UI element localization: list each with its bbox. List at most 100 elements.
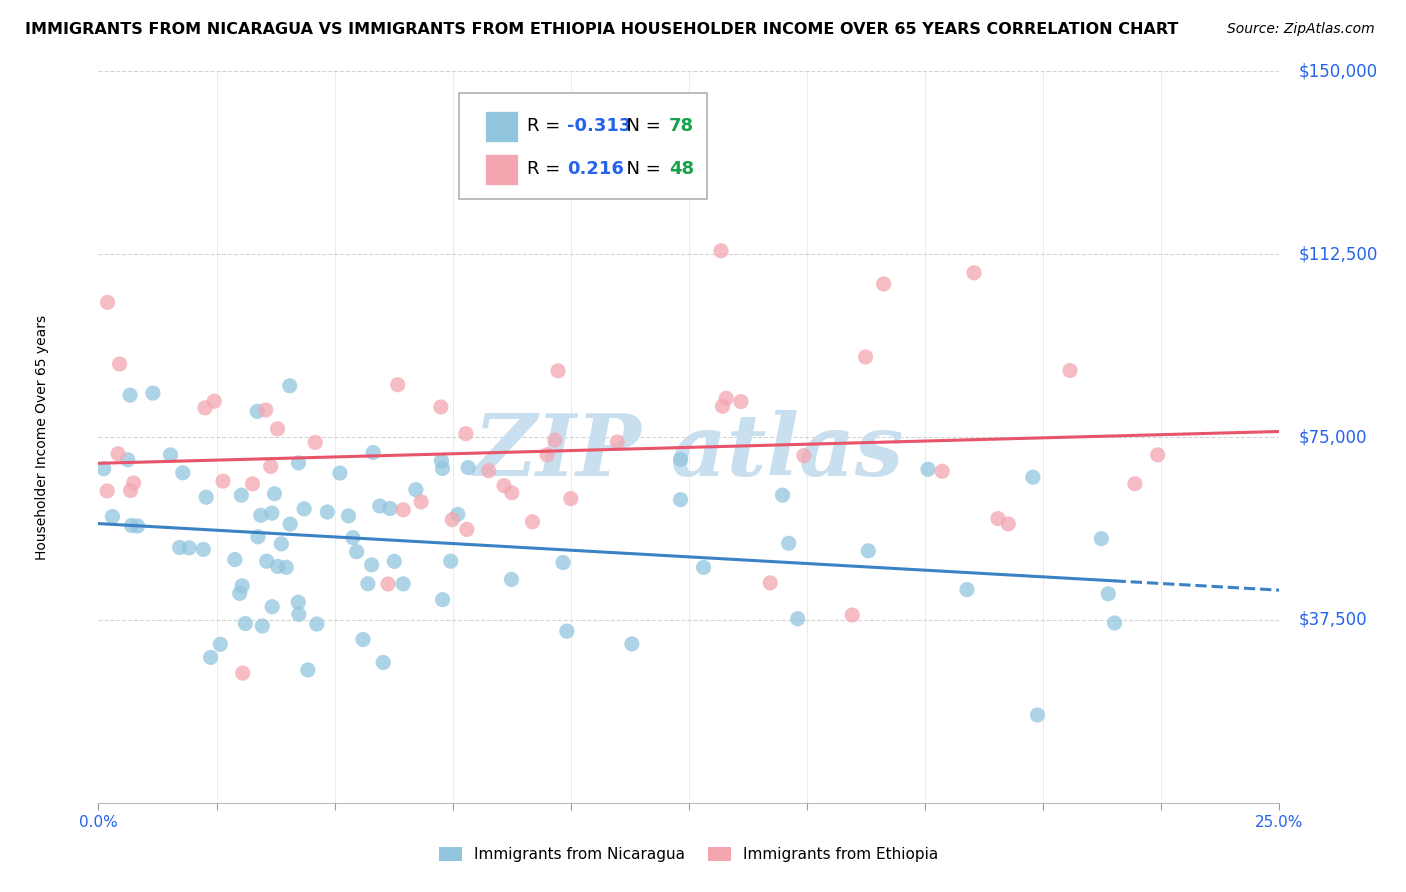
Point: [1090, 532, 1112, 546]
Point: [270, 537, 292, 551]
Point: [342, 531, 364, 545]
Point: [228, 586, 250, 600]
Point: [329, 466, 352, 480]
Point: [231, 579, 253, 593]
Point: [620, 637, 643, 651]
Point: [759, 575, 782, 590]
Text: IMMIGRANTS FROM NICARAGUA VS IMMIGRANTS FROM ETHIOPIA HOUSEHOLDER INCOME OVER 65: IMMIGRANTS FROM NICARAGUA VS IMMIGRANTS …: [25, 22, 1178, 37]
Point: [242, 476, 264, 491]
Point: [692, 560, 714, 574]
Point: [997, 516, 1019, 531]
Point: [387, 377, 409, 392]
Point: [232, 666, 254, 681]
Point: [492, 478, 515, 492]
Point: [122, 475, 145, 490]
Point: [93, 461, 115, 475]
Point: [292, 502, 315, 516]
Point: [120, 483, 142, 498]
Point: [501, 573, 523, 587]
Point: [855, 350, 877, 364]
Point: [1026, 708, 1049, 723]
Point: [456, 522, 478, 536]
Point: [252, 619, 274, 633]
Point: [287, 456, 309, 470]
Text: R =: R =: [527, 161, 567, 178]
Point: [841, 607, 863, 622]
Point: [361, 445, 384, 459]
Point: [786, 612, 808, 626]
Point: [256, 554, 278, 568]
Point: [440, 554, 463, 568]
Point: [316, 505, 339, 519]
Point: [392, 577, 415, 591]
Point: [246, 404, 269, 418]
Text: $37,500: $37,500: [1298, 611, 1367, 629]
Point: [716, 391, 738, 405]
Point: [224, 552, 246, 566]
Point: [457, 460, 479, 475]
Point: [194, 401, 217, 415]
Point: [1104, 615, 1126, 630]
Point: [231, 488, 253, 502]
Text: Householder Income Over 65 years: Householder Income Over 65 years: [35, 315, 49, 559]
Point: [931, 464, 953, 478]
Point: [1022, 470, 1045, 484]
Point: [778, 536, 800, 550]
Point: [195, 490, 218, 504]
Point: [246, 530, 269, 544]
Point: [872, 277, 894, 291]
Point: [263, 487, 285, 501]
Text: $75,000: $75,000: [1298, 428, 1367, 446]
Point: [352, 632, 374, 647]
Point: [555, 624, 578, 639]
Point: [730, 394, 752, 409]
Point: [917, 462, 939, 476]
Point: [1097, 587, 1119, 601]
Text: R =: R =: [527, 117, 567, 136]
Point: [117, 452, 139, 467]
Point: [233, 616, 256, 631]
Point: [432, 461, 454, 475]
Point: [101, 509, 124, 524]
Point: [544, 433, 567, 447]
Point: [267, 559, 290, 574]
Point: [209, 637, 232, 651]
Point: [177, 541, 200, 555]
Point: [793, 449, 815, 463]
Point: [278, 378, 301, 392]
Point: [478, 464, 501, 478]
Point: [127, 519, 149, 533]
Point: [172, 466, 194, 480]
Point: [288, 607, 311, 622]
Point: [710, 244, 733, 258]
Point: [249, 508, 271, 523]
Point: [430, 400, 453, 414]
Point: [360, 558, 382, 572]
Point: [212, 474, 235, 488]
Point: [669, 452, 692, 467]
Point: [858, 543, 880, 558]
Point: [441, 513, 464, 527]
Point: [121, 518, 143, 533]
Text: Source: ZipAtlas.com: Source: ZipAtlas.com: [1227, 22, 1375, 37]
Point: [536, 448, 558, 462]
Point: [337, 508, 360, 523]
Point: [454, 426, 477, 441]
Point: [382, 554, 405, 568]
Point: [772, 488, 794, 502]
Point: [378, 501, 401, 516]
Text: 0.216: 0.216: [567, 161, 624, 178]
Point: [200, 650, 222, 665]
Point: [368, 499, 391, 513]
Point: [1123, 476, 1146, 491]
Point: [107, 447, 129, 461]
Point: [357, 576, 380, 591]
Point: [159, 448, 181, 462]
Point: [96, 483, 118, 498]
Point: [522, 515, 544, 529]
Text: N =: N =: [614, 117, 666, 136]
Point: [142, 386, 165, 401]
Text: 78: 78: [669, 117, 695, 136]
Point: [956, 582, 979, 597]
Point: [118, 388, 141, 402]
